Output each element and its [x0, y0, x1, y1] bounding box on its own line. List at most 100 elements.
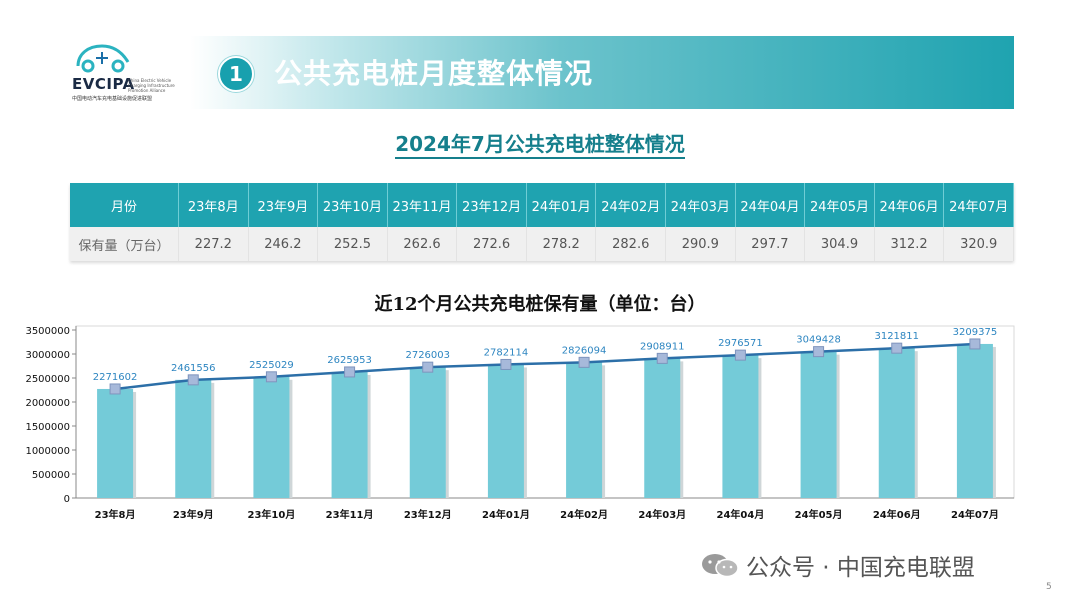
table-month-header: 23年9月 [248, 183, 319, 227]
header-banner [190, 36, 1014, 109]
y-tick-label: 1000000 [25, 446, 70, 457]
table-header-row: 月份 23年8月 23年9月 23年10月 23年11月 23年12月 24年01月 24年… [70, 183, 1014, 227]
bar [331, 371, 368, 498]
logo-chinese: 中国电动汽车充电基础设施促进联盟 [72, 96, 153, 102]
table-value-cell: 304.9 [804, 227, 875, 261]
table-value-cell: 312.2 [874, 227, 945, 261]
y-tick-label: 1500000 [25, 422, 70, 433]
x-tick-label: 23年10月 [247, 508, 295, 521]
data-label: 2826094 [562, 345, 607, 356]
table-value-cell: 272.6 [456, 227, 527, 261]
table-value-cell: 278.2 [526, 227, 597, 261]
x-tick-label: 24年01月 [482, 508, 530, 521]
bar [487, 364, 524, 498]
data-label: 2782114 [484, 347, 529, 358]
table-month-header: 24年01月 [526, 183, 597, 227]
monthly-stock-table: 月份 23年8月 23年9月 23年10月 23年11月 23年12月 24年01月 24年… [70, 183, 1014, 261]
table-month-header: 24年06月 [874, 183, 945, 227]
logo-english: China Electric Vehicle Charging Infrastr… [128, 78, 175, 93]
bar [409, 367, 446, 498]
bar [97, 388, 134, 498]
page-number: 5 [1046, 582, 1052, 592]
line-marker [891, 342, 903, 354]
data-label: 3209375 [953, 327, 998, 338]
table-month-header: 24年04月 [735, 183, 806, 227]
table-month-header: 24年07月 [943, 183, 1014, 227]
table-value-cell: 262.6 [387, 227, 458, 261]
data-label: 3049428 [796, 335, 841, 346]
bar [722, 355, 759, 498]
y-tick-label: 0 [64, 494, 70, 505]
table-month-header: 23年8月 [178, 183, 249, 227]
x-tick-label: 24年05月 [795, 508, 843, 521]
bar [956, 343, 993, 498]
table-month-header: 23年11月 [387, 183, 458, 227]
line-marker [656, 352, 668, 364]
table-month-header: 24年05月 [804, 183, 875, 227]
bar [253, 376, 290, 498]
wechat-icon [702, 554, 739, 578]
section-subtitle-text: 2024年7月公共充电桩整体情况 [395, 132, 685, 159]
bar [566, 362, 603, 498]
y-tick-label: 500000 [32, 470, 70, 481]
data-label: 2976571 [718, 338, 763, 349]
line-marker [734, 349, 746, 361]
evcipa-logo: EVCIPA China Electric Vehicle Charging I… [66, 40, 176, 106]
logo-name: EVCIPA [72, 75, 135, 93]
x-tick-label: 24年02月 [560, 508, 608, 521]
x-tick-label: 24年06月 [873, 508, 921, 521]
line-marker [813, 346, 825, 358]
table-value-cell: 246.2 [248, 227, 319, 261]
bar [644, 358, 681, 498]
x-tick-label: 23年9月 [173, 508, 214, 521]
line-marker [187, 374, 199, 386]
x-tick-label: 23年12月 [404, 508, 452, 521]
chart-title: 近12个月公共充电桩保有量（单位：台） [374, 294, 706, 315]
table-value-row: 保有量（万台） 227.2 246.2 252.5 262.6 272.6 278.2 28… [70, 227, 1014, 261]
line-marker [500, 358, 512, 370]
section-subtitle: 2024年7月公共充电桩整体情况 [0, 128, 1080, 159]
table-value-cell: 297.7 [735, 227, 806, 261]
table-value-cell: 320.9 [943, 227, 1014, 261]
table-month-header: 23年10月 [317, 183, 388, 227]
y-tick-label: 3000000 [25, 350, 70, 361]
footer-account: 公众号 · 中国充电联盟 [746, 555, 975, 581]
table-value-cell: 227.2 [178, 227, 249, 261]
trend-line [114, 342, 975, 391]
bar [175, 379, 212, 498]
stock-chart: 0 500000 1000000 1500000 2000000 2500000 30000… [25, 325, 1015, 521]
x-tick-label: 23年11月 [326, 508, 374, 521]
plot-frame [75, 325, 1015, 499]
bar [878, 348, 915, 498]
line-marker [109, 383, 121, 395]
x-tick-label: 24年04月 [716, 508, 764, 521]
table-value-cell: 290.9 [665, 227, 736, 261]
line-marker [344, 366, 356, 378]
table-row-label: 保有量（万台） [70, 227, 179, 261]
y-tick-label: 3500000 [25, 326, 70, 337]
table-value-cell: 282.6 [595, 227, 667, 261]
data-label: 3121811 [874, 331, 919, 342]
x-tick-label: 23年8月 [95, 508, 136, 521]
table-month-header: 24年02月 [595, 183, 667, 227]
data-label: 2726003 [405, 350, 450, 361]
car-plug-icon [76, 44, 130, 73]
table-month-header: 23年12月 [456, 183, 527, 227]
line-marker [969, 338, 981, 350]
bar [800, 351, 837, 498]
line-marker [422, 361, 434, 373]
section-number-badge: 1 [218, 56, 254, 92]
table-head-label: 月份 [70, 183, 179, 227]
y-tick-label: 2500000 [25, 374, 70, 385]
data-label: 2525029 [249, 360, 294, 371]
table-month-header: 24年03月 [665, 183, 736, 227]
data-label: 2271602 [93, 372, 138, 383]
line-marker [578, 356, 590, 368]
page-title: 公共充电桩月度整体情况 [274, 57, 594, 90]
data-label: 2461556 [171, 363, 216, 374]
table-value-cell: 252.5 [317, 227, 388, 261]
line-marker [265, 371, 277, 383]
y-tick-label: 2000000 [25, 398, 70, 409]
data-label: 2625953 [327, 355, 372, 366]
x-tick-label: 24年03月 [638, 508, 686, 521]
